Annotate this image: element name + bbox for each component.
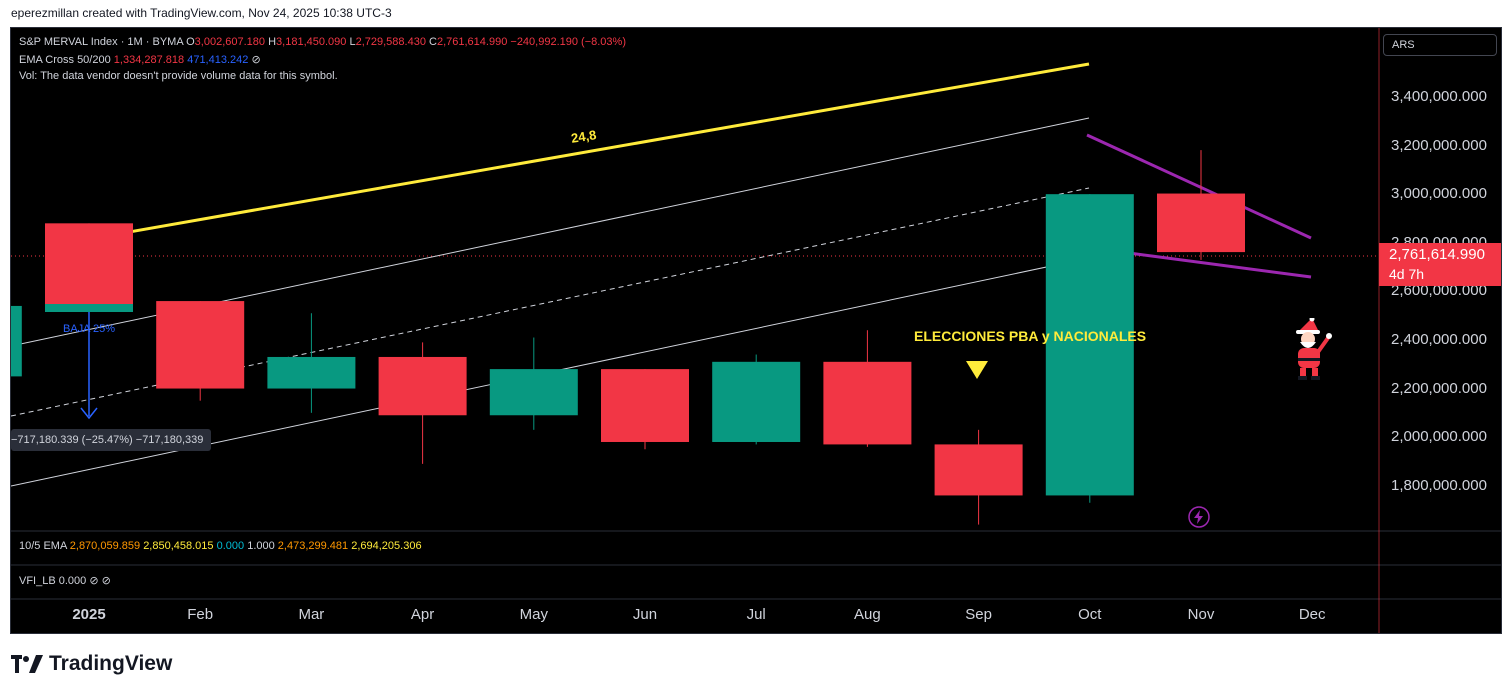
high-value: 3,181,450.090 [276,36,347,48]
vfi-icon-1[interactable]: ⊘ [89,575,99,587]
time-axis-label: Dec [1298,606,1326,623]
time-axis-label: Aug [854,606,881,623]
tradingview-logo-icon [11,655,43,673]
vol-legend: Vol: The data vendor doesn't provide vol… [19,70,338,82]
low-label: L [349,36,356,48]
candle-body[interactable] [712,361,801,442]
time-axis-label: 2025 [72,606,106,623]
price-axis-label: 3,200,000.000 [1391,136,1487,154]
price-axis-label: 3,000,000.000 [1391,185,1487,203]
candle-body[interactable] [601,369,689,442]
tradingview-logo-text: TradingView [49,652,173,675]
ema-value-1: 1,334,287.818 [113,54,185,66]
symbol-name[interactable]: S&P MERVAL Index · 1M · BYMA [19,36,184,48]
baja-annotation[interactable]: BAJA 25% [63,323,115,335]
tradingview-logo[interactable]: TradingView [11,652,172,676]
ema-hidden-icon[interactable]: ⊘ [251,54,261,66]
wedge-upper-line[interactable] [1086,133,1312,240]
price-axis-label: 2,400,000.000 [1391,330,1487,348]
price-axis-label: 3,400,000.000 [1391,88,1487,105]
candle-body[interactable] [489,369,578,416]
price-axis-label: 2,000,000.000 [1391,428,1487,446]
measure-arrow-head [80,407,98,420]
chart-caption: eperezmillan created with TradingView.co… [11,6,392,20]
currency-selector[interactable]: ARS [1383,34,1497,56]
last-price-badge: 2,761,614.990 4d 7h [1379,243,1501,286]
open-value: 3,002,607.180 [194,36,266,48]
time-axis-label: May [519,606,548,623]
ema-name[interactable]: EMA Cross 50/200 [19,54,111,66]
time-axis-label: Apr [410,606,435,623]
change-value: −240,992.190 (−8.03%) [510,36,626,48]
vfi-pane-name[interactable]: VFI_LB [19,575,56,587]
yellow-trend-line[interactable] [88,62,1090,241]
candle-body[interactable] [1157,193,1245,253]
ema-pane-v6: 2,694,205.306 [351,540,422,552]
candle-body[interactable] [267,356,356,389]
ema-pane-v2: 2,850,458.015 [143,540,214,552]
price-axis-label: 1,800,000.000 [1391,476,1487,494]
time-axis-label: Jul [746,606,766,623]
time-axis-label: Feb [187,606,214,623]
vfi-icon-2[interactable]: ⊘ [101,575,111,587]
time-axis-label: Mar [298,606,325,623]
vfi-pane-v1: 0.000 [58,575,87,587]
close-label: C [429,36,437,48]
low-value: 2,729,588.430 [355,36,426,48]
vfi-pane-legend[interactable]: VFI_LB 0.000 ⊘ ⊘ [19,574,111,587]
chart-canvas[interactable] [11,28,1502,634]
wedge-lower-line[interactable] [1128,251,1312,279]
candle-body[interactable] [934,444,1023,496]
time-axis-label: Nov [1187,606,1215,623]
chart-frame[interactable]: S&P MERVAL Index · 1M · BYMA O3,002,607.… [10,27,1502,634]
ema-pane-v5: 2,473,299.481 [277,540,349,552]
elecciones-annotation[interactable]: ELECCIONES PBA y NACIONALES [914,328,1147,344]
high-label: H [268,36,277,48]
down-triangle-marker[interactable] [966,361,988,379]
ema-pane-v3: 0.000 [216,540,245,552]
candle-body[interactable] [378,356,467,416]
ema-pane-v4: 1.000 [247,540,275,552]
measure-label[interactable]: −717,180.339 (−25.47%) −717,180,339 [11,429,212,451]
ema-value-2: 471,413.242 [187,54,249,66]
ema-pane-name[interactable]: 10/5 EMA [19,540,67,552]
ema-pane-legend[interactable]: 10/5 EMA 2,870,059.859 2,850,458.015 0.0… [19,540,422,552]
ema-pane-v1: 2,870,059.859 [69,540,141,552]
flash-icon[interactable] [1188,506,1210,528]
measure-start-bar[interactable] [45,304,133,312]
close-value: 2,761,614.990 [436,36,508,48]
candle-body[interactable] [823,361,912,445]
time-axis-label: Jun [632,606,658,623]
candle-body[interactable] [1045,194,1134,496]
candle-body[interactable] [45,223,133,306]
symbol-legend[interactable]: S&P MERVAL Index · 1M · BYMA O3,002,607.… [19,36,626,48]
candle-body[interactable] [11,305,22,377]
ema-legend[interactable]: EMA Cross 50/200 1,334,287.818 471,413.2… [19,53,261,66]
candle-body[interactable] [156,301,245,389]
open-label: O [186,36,195,48]
santa-icon[interactable] [1288,318,1334,380]
price-axis-label: 2,200,000.000 [1391,379,1487,397]
price-axis-label: 2,600,000.000 [1391,282,1487,300]
time-left-value: 4d 7h [1389,266,1425,282]
candles-group[interactable] [11,150,1245,525]
time-axis-label: Oct [1078,606,1102,623]
time-axis-label: Sep [965,606,992,623]
last-price-value: 2,761,614.990 [1389,246,1485,263]
